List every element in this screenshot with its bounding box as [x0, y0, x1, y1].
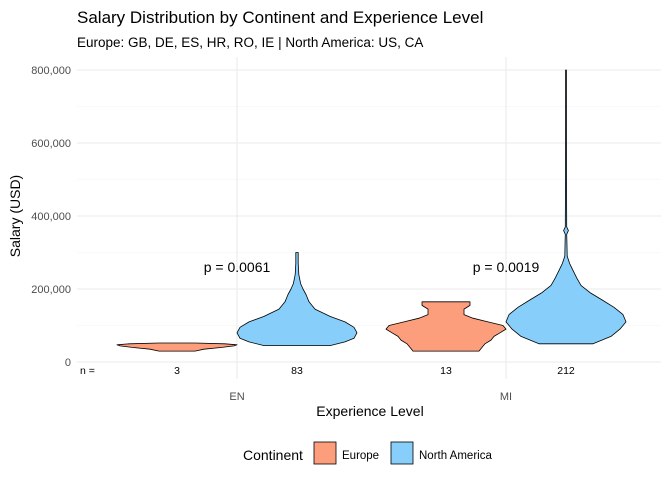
count-label: 13 [440, 365, 452, 377]
legend-key [313, 441, 337, 465]
legend-key [390, 441, 414, 465]
y-tick-label: 800,000 [31, 65, 71, 77]
n-prefix-label: n = [80, 365, 95, 377]
y-tick-labels: 0 200,000 400,000 600,000 800,000 [31, 65, 71, 369]
y-tick-label: 0 [65, 357, 71, 369]
violin-europe-mi [385, 301, 507, 352]
chart-subtitle: Europe: GB, DE, ES, HR, RO, IE | North A… [77, 35, 423, 50]
p-value-annotations: p = 0.0061 p = 0.0019 [204, 259, 540, 275]
violin-europe-en [116, 342, 238, 352]
violin-north-america-mi [505, 69, 627, 345]
x-tick-label: MI [500, 391, 512, 403]
legend-label: Europe [342, 450, 379, 462]
count-labels: n = 3 13 83 212 [80, 365, 575, 377]
legend: Continent Europe North America [243, 441, 492, 465]
count-label: 3 [174, 365, 180, 377]
y-tick-label: 200,000 [31, 284, 71, 296]
y-tick-label: 600,000 [31, 138, 71, 150]
count-label: 83 [291, 365, 303, 377]
legend-label: North America [419, 450, 492, 462]
count-label: 212 [557, 365, 575, 377]
x-axis-title: Experience Level [316, 403, 423, 419]
grid-lines [77, 57, 661, 379]
violin-north-america-en [236, 252, 358, 346]
violins [116, 69, 627, 352]
y-tick-label: 400,000 [31, 211, 71, 223]
p-value-label: p = 0.0061 [204, 259, 271, 275]
x-tick-labels: EN MI [229, 391, 512, 403]
chart-title: Salary Distribution by Continent and Exp… [77, 8, 483, 27]
y-axis-title: Salary (USD) [7, 175, 23, 257]
legend-title: Continent [243, 447, 303, 463]
x-tick-label: EN [229, 391, 244, 403]
p-value-label: p = 0.0019 [473, 259, 540, 275]
